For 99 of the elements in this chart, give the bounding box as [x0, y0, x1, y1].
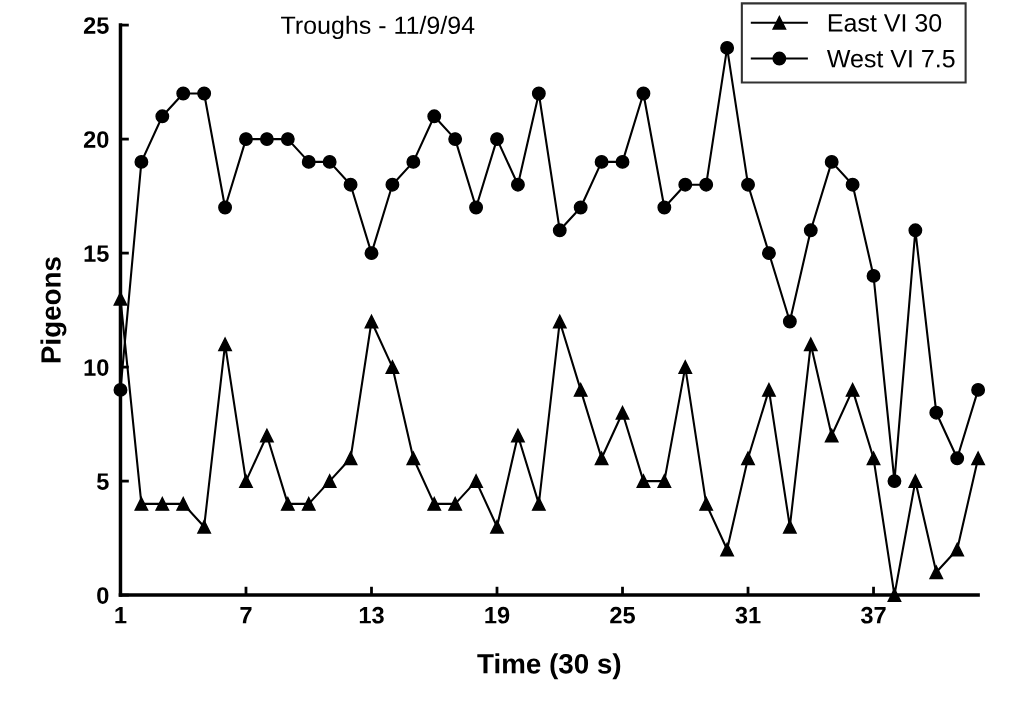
point — [741, 177, 755, 192]
x-tick-label: 37 — [860, 606, 886, 624]
point — [741, 451, 755, 466]
point — [761, 382, 776, 397]
point — [908, 474, 923, 489]
point — [573, 382, 588, 397]
chart-title: Troughs - 11/9/94 — [281, 15, 475, 40]
point — [803, 223, 818, 238]
point — [176, 496, 191, 511]
point — [134, 154, 149, 169]
point — [239, 474, 253, 489]
point — [615, 405, 630, 420]
point — [385, 177, 400, 192]
point — [280, 132, 295, 147]
y-tick-label: 5 — [96, 473, 109, 490]
point — [845, 382, 860, 397]
point — [218, 200, 233, 215]
point — [761, 246, 776, 261]
point — [259, 132, 274, 147]
y-tick-label: 10 — [84, 359, 109, 376]
point — [573, 200, 588, 215]
point — [155, 109, 170, 124]
legend-label: West VI 7.5 — [826, 50, 955, 68]
point — [448, 496, 463, 511]
x-tick-label: 1 — [115, 607, 127, 624]
point — [427, 109, 442, 124]
point — [782, 314, 797, 329]
y-tick-label: 25 — [83, 17, 109, 34]
point — [720, 40, 735, 55]
point — [364, 246, 379, 261]
point — [469, 474, 484, 489]
point — [971, 451, 986, 466]
point — [845, 177, 860, 192]
point — [343, 177, 358, 192]
point — [490, 132, 504, 147]
point — [510, 428, 525, 443]
point — [782, 519, 797, 534]
point — [552, 314, 567, 329]
point — [301, 154, 316, 169]
point — [929, 565, 944, 580]
point — [406, 154, 421, 169]
point — [552, 223, 567, 238]
y-tick-label: 15 — [84, 245, 109, 262]
x-tick-label: 31 — [735, 606, 761, 624]
point — [280, 496, 295, 511]
y-axis-title: Pigeons — [40, 257, 67, 363]
point — [887, 474, 902, 489]
point — [866, 451, 881, 466]
point — [657, 474, 672, 489]
point — [720, 542, 735, 557]
point — [908, 223, 923, 238]
point — [950, 542, 965, 557]
point — [510, 177, 525, 192]
point — [929, 405, 944, 420]
point — [699, 177, 714, 192]
point — [531, 86, 546, 101]
point — [678, 360, 693, 375]
point — [594, 451, 609, 466]
point — [197, 519, 212, 534]
y-tick-label: 20 — [83, 131, 109, 148]
x-tick-label: 19 — [485, 606, 510, 624]
point — [950, 451, 965, 466]
legend-label: East VI 30 — [828, 14, 942, 32]
point — [657, 200, 672, 215]
x-tick-label: 13 — [359, 606, 384, 624]
point — [322, 474, 337, 489]
point — [406, 451, 421, 466]
point — [531, 496, 546, 511]
point — [490, 519, 504, 534]
point — [971, 382, 986, 397]
point — [197, 86, 212, 101]
point — [176, 86, 191, 101]
point — [427, 496, 442, 511]
point — [594, 154, 609, 169]
point — [678, 177, 693, 192]
point — [322, 154, 337, 169]
y-tick-label: 0 — [97, 587, 109, 604]
point — [636, 474, 651, 489]
point — [134, 496, 149, 511]
point — [803, 337, 818, 352]
point — [824, 154, 839, 169]
point — [636, 86, 651, 101]
point — [301, 496, 316, 511]
x-axis-title: Time (30 s) — [477, 653, 621, 680]
point — [218, 337, 233, 352]
point — [385, 360, 400, 375]
point — [469, 200, 484, 215]
point — [866, 268, 881, 283]
point — [364, 314, 379, 329]
x-tick-label: 7 — [240, 607, 252, 624]
point — [448, 132, 463, 147]
point — [155, 496, 170, 511]
point — [615, 154, 630, 169]
point — [239, 132, 253, 147]
point — [824, 428, 839, 443]
point — [343, 451, 358, 466]
x-tick-label: 25 — [610, 606, 635, 624]
point — [699, 496, 714, 511]
point — [259, 428, 274, 443]
